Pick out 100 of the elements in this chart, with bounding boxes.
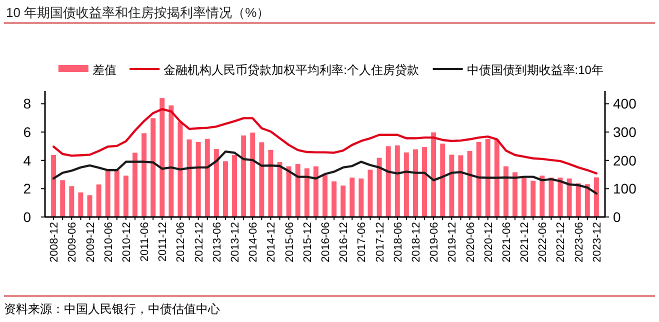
legend-label: 中债国债到期收益率:10年 [466,63,604,77]
bar [522,178,527,217]
bar [322,175,328,217]
x-tick-label: 2009-06 [66,222,79,262]
x-tick-label: 2022-06 [537,222,550,262]
bar [196,142,201,217]
x-tick-label: 2010-06 [102,222,115,262]
bar [304,168,310,217]
bar [232,154,238,217]
bar [485,138,490,217]
x-tick-label: 2011-06 [139,222,152,262]
bar [540,176,545,217]
x-tick-label: 2015-06 [284,222,296,262]
x-tick-label: 2015-12 [302,222,314,262]
x-tick-label: 2011-12 [157,222,170,262]
bar [332,181,337,217]
bar [412,149,418,217]
bar [440,144,446,217]
x-tick-label: 2023-12 [591,222,604,262]
bar [340,186,346,217]
x-tick-label: 2017-06 [356,222,368,262]
line-series [52,150,598,195]
bar [350,178,355,217]
y-tick-label: 6 [23,124,32,140]
y2-tick-label: 0 [613,209,621,225]
bar [458,155,464,217]
bar [368,170,373,217]
x-tick-label: 2022-12 [555,222,568,262]
chart-title: 10 年期国债收益率和住房按揭利率情况（%） [6,5,270,20]
y-tick-label: 4 [23,152,32,168]
x-tick-label: 2020-06 [464,222,477,262]
bar [467,151,472,217]
x-tick-label: 2009-12 [84,222,97,262]
x-tick-label: 2023-06 [573,222,586,262]
bar [150,118,156,217]
x-tick-label: 2021-06 [500,222,513,262]
x-tick-label: 2017-12 [374,222,386,262]
x-tick-label: 2020-12 [482,222,495,262]
bar [476,142,482,217]
bar [114,170,120,217]
y2-tick-label: 300 [613,124,637,140]
bar [178,122,183,217]
bar [386,146,391,217]
x-tick-label: 2013-06 [211,222,224,262]
bar [594,177,599,217]
bar [78,192,84,217]
bar [449,154,454,217]
bar [422,147,428,217]
x-tick-label: 2016-06 [320,222,332,262]
bar [512,172,518,217]
y-tick-label: 8 [23,96,32,112]
bar [313,166,318,217]
bar [96,184,102,217]
bar [123,176,128,217]
x-tick-label: 2012-06 [175,222,188,262]
legend-label: 金融机构人民币贷款加权平均利率:个人住房贷款 [164,63,419,77]
bar [376,158,382,217]
bar [295,164,300,217]
bar [503,166,508,217]
x-tick-label: 2019-12 [446,222,459,262]
bar [548,178,554,217]
bar [566,178,572,217]
bar [105,170,110,217]
x-tick-label: 2012-12 [193,222,206,262]
x-tick-label: 2018-06 [392,222,404,262]
bar [51,154,56,217]
bar [142,133,147,217]
bar [168,105,174,217]
bar [286,166,292,217]
bar [132,152,138,217]
bar [268,150,274,217]
text: 资料来源：中国人民银行，中债估值中心 [4,302,220,316]
bar [214,149,219,217]
bar [160,98,165,217]
bar [358,178,364,217]
x-tick-label: 2016-12 [338,222,350,262]
bar [584,184,590,217]
y2-tick-label: 400 [613,96,637,112]
legend-label: 差值 [92,63,116,77]
x-tick-label: 2014-06 [248,222,260,262]
bar [241,135,246,217]
x-tick-label: 2019-06 [428,222,441,262]
x-tick-label: 2018-12 [410,222,422,262]
y-tick-label: 2 [23,180,32,197]
x-tick-label: 2008-12 [48,222,61,262]
line-series [52,108,598,174]
bar [60,180,66,217]
x-tick-label: 2010-12 [120,222,133,262]
bar [576,183,581,217]
bar [494,139,500,217]
bar [394,145,400,217]
x-tick-label: 2021-12 [519,222,532,262]
bar [69,186,74,217]
bar [204,138,210,217]
y2-tick-label: 200 [613,152,637,168]
bar [222,161,228,217]
bar [259,142,264,217]
x-tick-label: 2014-12 [266,222,278,262]
bar [530,180,536,217]
bar [404,152,409,217]
